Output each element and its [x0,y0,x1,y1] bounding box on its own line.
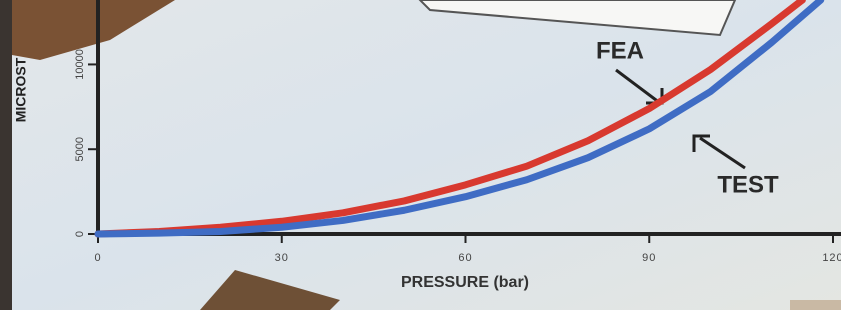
series-annotation: TEST [717,171,779,198]
x-tick-label: 0 [94,252,101,264]
x-tick-label: 120 [822,252,841,264]
y-tick-label: 5000 [74,137,86,161]
bottom-edge [790,300,841,310]
left-edge [0,0,12,310]
y-tick-label: 0 [74,231,86,237]
x-tick-label: 60 [458,252,472,264]
x-axis-label: PRESSURE (bar) [401,274,529,291]
background [0,0,841,310]
x-tick-label: 90 [642,252,656,264]
chart: MICROST PRESSURE (bar) 0 30 60 90 120 0 5000 10… [0,0,841,310]
series-annotation: FEA [596,37,644,64]
y-axis-label: MICROST [13,57,29,122]
x-tick-label: 30 [275,252,289,264]
y-tick-label: 10000 [74,49,86,80]
